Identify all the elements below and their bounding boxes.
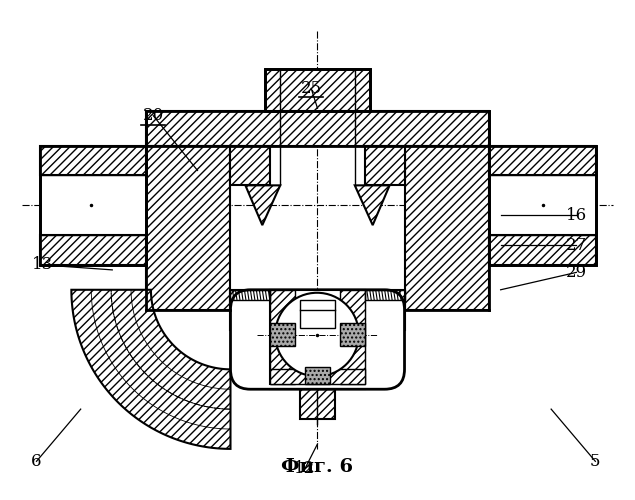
Polygon shape: [271, 290, 364, 384]
Bar: [231, 290, 404, 330]
Polygon shape: [39, 235, 146, 265]
Polygon shape: [340, 322, 364, 346]
Bar: [146, 111, 489, 146]
Polygon shape: [364, 146, 404, 186]
Polygon shape: [300, 389, 335, 419]
Polygon shape: [489, 235, 596, 265]
Polygon shape: [245, 186, 280, 225]
Polygon shape: [489, 146, 596, 265]
Text: 6: 6: [31, 453, 42, 470]
Polygon shape: [305, 368, 330, 384]
Text: 25: 25: [300, 80, 322, 97]
Text: Фиг. 6: Фиг. 6: [281, 458, 353, 476]
Polygon shape: [71, 290, 231, 449]
Polygon shape: [489, 146, 596, 176]
Bar: [300, 300, 335, 328]
Polygon shape: [271, 330, 364, 389]
Text: 29: 29: [566, 264, 587, 281]
Bar: [265, 69, 370, 111]
Polygon shape: [39, 146, 146, 265]
Polygon shape: [271, 290, 295, 384]
Text: 27: 27: [566, 236, 587, 254]
Polygon shape: [271, 322, 295, 346]
Bar: [146, 111, 489, 146]
FancyBboxPatch shape: [231, 290, 404, 389]
Polygon shape: [340, 290, 364, 384]
Text: 5: 5: [590, 453, 601, 470]
Polygon shape: [231, 146, 271, 186]
Text: 13: 13: [32, 256, 53, 274]
Text: 16: 16: [566, 206, 587, 224]
Bar: [265, 69, 370, 111]
Circle shape: [275, 293, 359, 376]
Polygon shape: [146, 146, 231, 310]
Text: 12: 12: [294, 460, 316, 477]
Polygon shape: [355, 186, 390, 225]
Bar: [364, 290, 404, 300]
Polygon shape: [271, 370, 364, 384]
Text: 20: 20: [143, 108, 164, 124]
Bar: [231, 290, 271, 300]
Polygon shape: [39, 146, 146, 176]
Polygon shape: [404, 146, 489, 310]
